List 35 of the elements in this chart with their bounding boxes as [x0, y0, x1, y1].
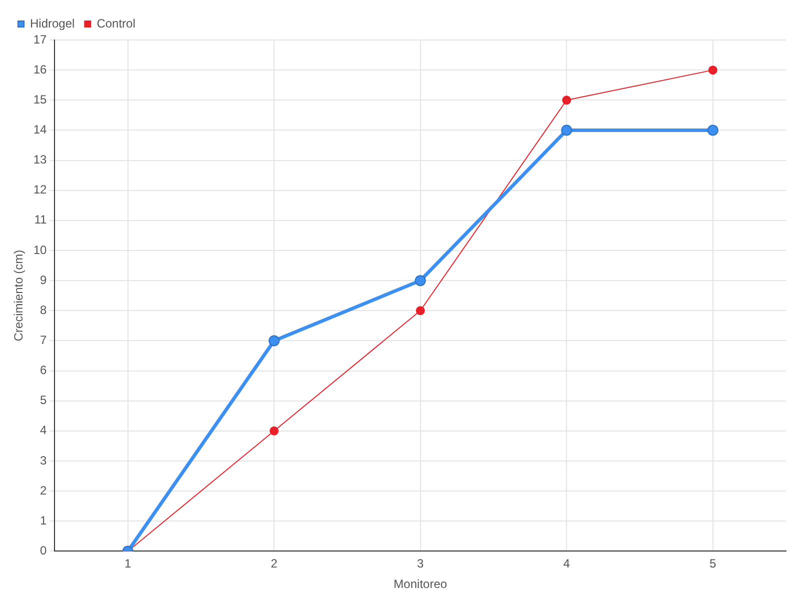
legend-label: Control — [96, 16, 136, 30]
point — [268, 335, 280, 346]
point — [561, 124, 572, 136]
y-tick-label: 0 — [40, 544, 48, 558]
y-axis-title: Crecimiento (cm) — [12, 250, 26, 342]
x-tick-label: 1 — [124, 556, 132, 571]
x-tick-label: 5 — [710, 556, 717, 571]
point — [708, 66, 718, 75]
y-tick-label: 9 — [40, 272, 48, 287]
y-tick-label: 2 — [40, 483, 48, 498]
y-tick-label: 16 — [33, 62, 48, 76]
y-tick-label: 3 — [40, 453, 48, 468]
y-tick-label: 13 — [33, 152, 48, 167]
y-tick-label: 10 — [33, 242, 48, 257]
y-tick-label: 5 — [40, 393, 48, 408]
y-tick-label: 4 — [40, 423, 48, 438]
y-tick-label: 14 — [33, 122, 48, 137]
x-tick-label: 2 — [270, 556, 278, 571]
x-axis-title: Monitoreo — [394, 577, 448, 592]
y-tick-label: 6 — [40, 363, 48, 378]
y-tick-label: 1 — [40, 513, 48, 528]
point — [414, 275, 426, 286]
legend-label: Hidrogel — [30, 16, 75, 30]
point — [416, 306, 425, 316]
point — [270, 426, 279, 436]
x-tick-label: 4 — [563, 556, 570, 571]
point — [707, 124, 718, 136]
x-tick-label: 3 — [417, 556, 424, 571]
y-tick-label: 12 — [33, 182, 48, 197]
y-tick-label: 15 — [33, 92, 48, 106]
y-tick-label: 17 — [33, 32, 48, 46]
y-tick-label: 8 — [40, 302, 48, 317]
point — [562, 96, 572, 105]
y-tick-label: 11 — [34, 212, 48, 227]
y-tick-label: 7 — [40, 333, 48, 348]
